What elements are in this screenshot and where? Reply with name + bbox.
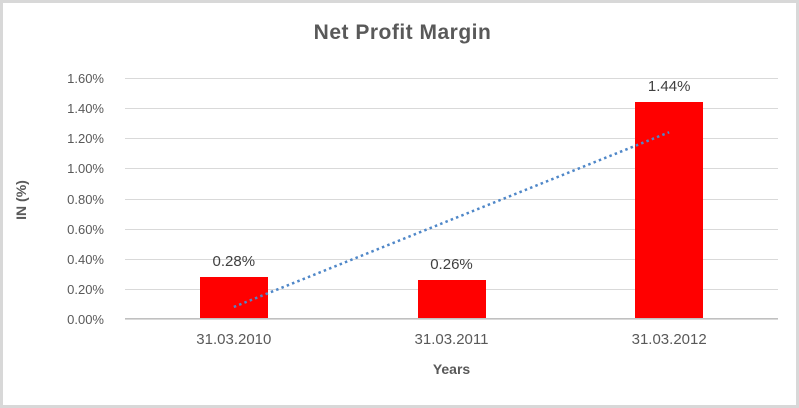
- y-tick-label: 0.00%: [67, 312, 104, 327]
- bar-31.03.2012: [635, 102, 704, 319]
- y-tick-label: 0.40%: [67, 251, 104, 267]
- data-label: 0.26%: [430, 255, 473, 273]
- y-tick-label: 1.20%: [67, 131, 104, 147]
- gridline: [125, 258, 778, 260]
- x-tick-label: 31.03.2012: [631, 331, 707, 348]
- chart-title: Net Profit Margin: [313, 21, 492, 44]
- y-tick-label: 1.60%: [67, 71, 104, 86]
- gridline: [125, 228, 778, 230]
- data-label: 1.44%: [647, 78, 691, 96]
- gridline: [125, 78, 778, 79]
- gridline: [125, 198, 778, 200]
- x-tick-label: 31.03.2011: [414, 331, 489, 348]
- gridline: [125, 319, 778, 320]
- bar-31.03.2011: [417, 279, 486, 319]
- plot-area: [125, 78, 778, 320]
- y-tick-label: 1.00%: [67, 161, 104, 177]
- gridline: [125, 138, 778, 140]
- y-tick-label: 0.20%: [67, 281, 104, 297]
- y-tick-label: 1.40%: [67, 101, 104, 117]
- y-tick-label: 0.80%: [67, 191, 104, 207]
- y-axis-title: IN (%): [13, 180, 29, 220]
- gridline: [125, 168, 778, 170]
- x-tick-label: 31.03.2010: [196, 331, 272, 348]
- trendline-path: [233, 131, 670, 309]
- data-label: 0.28%: [212, 252, 256, 270]
- x-axis-title: Years: [432, 361, 471, 377]
- x-axis-line: [125, 318, 778, 319]
- y-tick-label: 0.60%: [67, 221, 104, 237]
- gridline: [125, 108, 778, 110]
- trendline: [233, 131, 670, 309]
